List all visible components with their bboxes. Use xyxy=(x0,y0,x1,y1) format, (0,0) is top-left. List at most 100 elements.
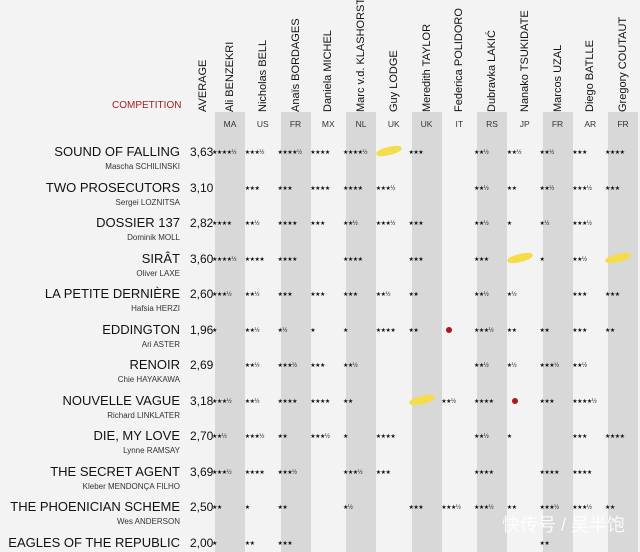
rating-cell: ★★★★½ xyxy=(212,256,237,263)
rating-cell: ★★½ xyxy=(244,292,260,298)
film-director: Kleber MENDONÇA FILHO xyxy=(82,481,180,491)
rating-cell: ★★★ xyxy=(408,221,424,227)
rating-cell: ★½ xyxy=(506,363,517,369)
rating-cell: ★★★ xyxy=(572,150,587,156)
rating-cell: ★★★ xyxy=(310,363,325,369)
film-director: Hafsia HERZI xyxy=(131,304,180,313)
rating-cell: ★★★★ xyxy=(375,434,396,440)
rating-cell: ★★½ xyxy=(244,363,260,369)
rating-cell: ★★★ xyxy=(605,292,620,298)
rating-cell: ★★½ xyxy=(474,221,489,227)
critic-name: Dubravka LAKIĆ xyxy=(486,30,498,112)
critic-name: Nanako TSUKIDATE xyxy=(518,10,531,112)
column-strip xyxy=(542,112,573,552)
film-title: THE PHOENICIAN SCHEME xyxy=(10,499,180,514)
rating-cell: ★★ xyxy=(343,398,353,405)
rating-cell: ★★★ xyxy=(310,292,325,298)
rating-cell: ★★★ xyxy=(572,292,587,298)
section-label: COMPETITION xyxy=(112,100,182,111)
rating-cell: ★★½ xyxy=(375,292,391,298)
rating-cell: ★★ xyxy=(605,327,615,334)
rating-cell: ★★½ xyxy=(343,363,358,369)
rating-cell: ★★★ xyxy=(277,292,293,298)
film-average: 3,69 xyxy=(190,464,214,479)
critic-country: FR xyxy=(289,119,302,129)
critic-name: Gregory COUTAUT xyxy=(617,16,629,112)
bad-mark-dot-icon xyxy=(511,397,518,404)
rating-cell: ★★★½ xyxy=(277,469,298,476)
column-strip xyxy=(215,112,245,552)
watermark: 快传号 / 吴半饱 xyxy=(502,515,626,535)
bad-mark-dot-icon xyxy=(446,326,453,333)
rating-cell: ★★½ xyxy=(539,150,555,156)
film-title: TWO PROSECUTORS xyxy=(45,179,180,195)
rating-cell: ★★★ xyxy=(277,540,293,547)
rating-cell: ★★½ xyxy=(572,363,587,369)
critic-name: Marc v.d. KLASHORST xyxy=(355,0,367,112)
film-title: EAGLES OF THE REPUBLIC xyxy=(8,534,180,550)
rating-cell: ★½ xyxy=(343,505,353,511)
rating-cell xyxy=(441,326,471,336)
film-director: Mascha SCHILINSKI xyxy=(105,162,180,171)
film-average: 3,63 xyxy=(190,145,214,159)
film-director: Ari ASTER xyxy=(141,339,180,349)
rating-cell: ★★ xyxy=(506,327,517,334)
critic-name: Daniela MICHEL xyxy=(322,30,335,112)
rating-cell: ★★½ xyxy=(244,398,260,405)
rating-cell: ★★ xyxy=(506,505,517,511)
rating-cell: ★★ xyxy=(244,540,255,547)
rating-cell: ★★★½ xyxy=(212,292,232,298)
film-director: Sergei LOZNITSA xyxy=(115,197,180,207)
rating-cell: ★★★½ xyxy=(277,363,298,369)
rating-cell: ★★★★ xyxy=(310,150,330,156)
column-strip xyxy=(411,112,442,552)
critic-country: FR xyxy=(617,119,629,129)
rating-cell: ★★★★ xyxy=(343,185,363,192)
rating-cell: ★★★★ xyxy=(474,398,494,405)
rating-cell: ★★★½ xyxy=(212,469,232,476)
rating-cell: ★★★★ xyxy=(244,256,265,263)
column-strip xyxy=(346,112,376,552)
rating-cell: ★★½ xyxy=(474,292,489,298)
average-label: AVERAGE xyxy=(197,59,209,112)
rating-cell xyxy=(407,392,439,407)
critic-country: AR xyxy=(584,119,597,129)
film-title: DOSSIER 137 xyxy=(96,215,180,230)
critic-name: Marcos UZAL xyxy=(551,44,564,112)
rating-cell: ★★★★½ xyxy=(343,150,368,156)
film-title: NOUVELLE VAGUE xyxy=(62,392,180,408)
film-average: 2,69 xyxy=(190,358,214,372)
rating-cell: ★★★★ xyxy=(212,221,232,227)
rating-cell: ★★★ xyxy=(310,221,325,227)
rating-cell: ★★★★½ xyxy=(572,398,597,405)
rating-cell: ★ xyxy=(212,327,217,334)
column-strip xyxy=(477,112,507,552)
rating-cell: ★★ xyxy=(506,185,517,192)
rating-cell: ★★ xyxy=(408,292,419,298)
rating-cell: ★½ xyxy=(539,221,550,227)
rating-cell: ★★★ xyxy=(572,434,587,440)
critic-name: Diego BATLLE xyxy=(584,40,597,112)
rating-cell xyxy=(507,397,537,407)
rating-cell: ★★★½ xyxy=(244,150,265,156)
rating-cell: ★★★★ xyxy=(244,469,265,476)
rating-cell: ★ xyxy=(343,327,348,334)
critic-name: Anaïs BORDAGES xyxy=(289,18,302,112)
rating-cell: ★★★ xyxy=(408,256,424,263)
rating-cell: ★★★½ xyxy=(212,398,232,405)
rating-cell: ★★½ xyxy=(474,434,489,440)
critic-country: FR xyxy=(551,119,564,129)
film-director: Dominik MOLL xyxy=(127,233,180,242)
critic-country: UK xyxy=(387,119,400,129)
film-director: Wes ANDERSON xyxy=(117,517,180,526)
rating-cell: ★★★½ xyxy=(572,221,592,227)
film-average: 2,00 xyxy=(190,535,214,550)
rating-cell: ★★★½ xyxy=(244,434,265,440)
critic-name: Federica POLIDORO xyxy=(453,8,466,112)
film-average: 2,60 xyxy=(190,287,214,301)
rating-cell: ★★ xyxy=(277,505,288,511)
rating-cell: ★★★½ xyxy=(539,505,560,511)
rating-cell: ★★★★ xyxy=(375,327,396,334)
column-strip xyxy=(608,112,638,552)
rating-cell: ★★★★ xyxy=(539,469,560,476)
